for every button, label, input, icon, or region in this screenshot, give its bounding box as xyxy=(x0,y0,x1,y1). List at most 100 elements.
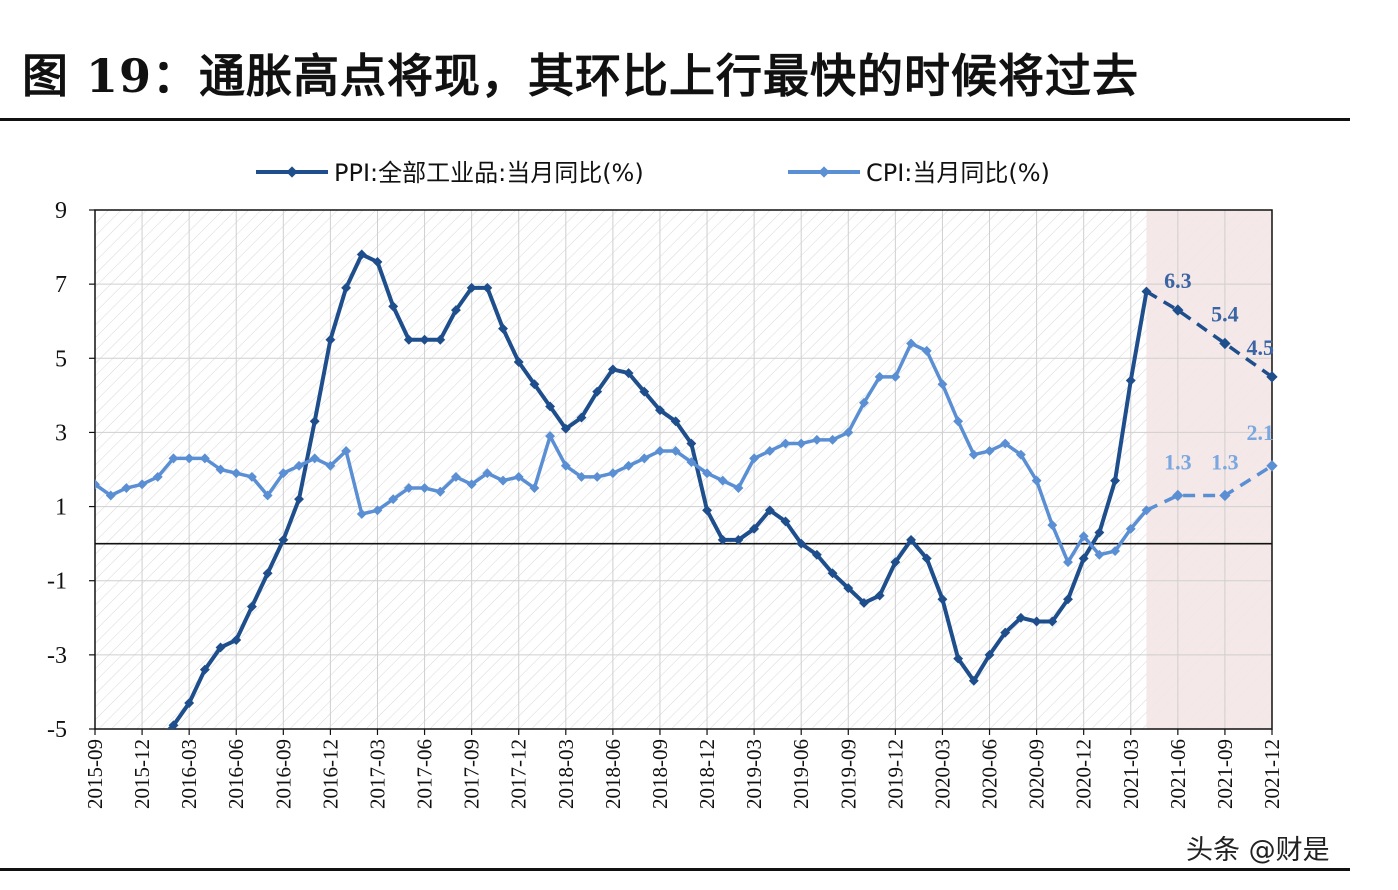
title-divider xyxy=(0,118,1350,121)
ppi-point xyxy=(560,423,571,434)
cpi-point xyxy=(184,453,195,464)
ppi-point xyxy=(921,553,932,564)
x-tick-label: 2021-09 xyxy=(1213,739,1237,809)
x-tick-label: 2019-06 xyxy=(789,739,813,809)
ppi-point xyxy=(309,416,320,427)
ppi-point xyxy=(968,675,979,686)
cpi-forecast-point xyxy=(1219,489,1231,502)
data-label: 4.5 xyxy=(1247,335,1275,360)
y-tick-label: 1 xyxy=(55,495,67,521)
cpi-point xyxy=(764,446,775,456)
ppi-point xyxy=(733,534,744,545)
x-tick-label: 2019-12 xyxy=(883,739,907,809)
cpi-point xyxy=(545,431,556,442)
ppi-point xyxy=(498,323,508,334)
y-tick-label: -3 xyxy=(47,643,67,669)
plot-background xyxy=(95,210,1272,729)
cpi-point xyxy=(717,475,728,486)
ppi-forecast-point xyxy=(1266,371,1278,383)
ppi-line xyxy=(166,252,1149,729)
cpi-point xyxy=(482,468,493,479)
ppi-forecast-line xyxy=(1145,290,1274,379)
ppi-point xyxy=(545,401,556,412)
cpi-point xyxy=(278,468,289,479)
x-tick-label: 2020-12 xyxy=(1072,739,1096,809)
x-tick-label: 2020-06 xyxy=(978,739,1002,809)
data-label: 2.1 xyxy=(1247,420,1275,445)
data-label: 6.3 xyxy=(1164,268,1192,293)
ppi-point xyxy=(341,282,352,293)
cpi-point xyxy=(341,446,352,456)
ppi-point xyxy=(953,653,964,664)
cpi-line xyxy=(95,341,1148,564)
cpi-point xyxy=(968,449,979,460)
cpi-point xyxy=(466,479,477,490)
ppi-forecast-point xyxy=(1172,304,1184,316)
cpi-point xyxy=(513,471,524,482)
cpi-point xyxy=(1110,546,1121,557)
x-tick-label: 2016-09 xyxy=(271,739,295,809)
cpi-point xyxy=(137,479,148,490)
ppi-point xyxy=(184,698,195,708)
cpi-point xyxy=(356,509,367,519)
legend-swatch-marker xyxy=(818,166,830,178)
cpi-point xyxy=(498,475,508,486)
y-axis-ticks: 9 7 5 3 1 -1 -3 -5 xyxy=(47,198,95,743)
x-tick-label: 2018-12 xyxy=(695,739,719,809)
ppi-point xyxy=(1000,627,1011,638)
ppi-point xyxy=(827,568,838,579)
ppi-series xyxy=(166,249,1152,729)
ppi-point xyxy=(780,516,791,527)
cpi-point xyxy=(325,460,336,471)
cpi-forecast-line xyxy=(1145,464,1273,512)
cpi-point xyxy=(1078,531,1089,542)
ppi-point xyxy=(874,590,885,601)
y-tick-label: 3 xyxy=(55,420,67,446)
ppi-point xyxy=(639,386,650,397)
cpi-forecast-point xyxy=(1172,489,1184,502)
bottom-divider xyxy=(0,868,1350,871)
cpi-point xyxy=(1047,520,1058,531)
ppi-point xyxy=(1094,527,1105,538)
cpi-point xyxy=(309,453,320,464)
ppi-point xyxy=(576,412,587,423)
x-tick-label: 2021-12 xyxy=(1260,739,1284,809)
x-tick-label: 2018-03 xyxy=(554,739,578,809)
cpi-point xyxy=(937,379,948,390)
ppi-point xyxy=(906,534,917,545)
cpi-point xyxy=(890,371,901,382)
y-tick-label: 7 xyxy=(55,272,67,298)
cpi-point xyxy=(843,427,854,438)
cpi-point xyxy=(953,416,964,427)
ppi-point xyxy=(450,305,461,316)
ppi-point xyxy=(717,534,728,545)
cpi-point xyxy=(733,483,744,493)
cpi-point xyxy=(215,464,226,475)
cpi-point xyxy=(435,486,446,497)
x-tick-label: 2021-06 xyxy=(1166,739,1190,809)
ppi-point xyxy=(811,549,822,560)
cpi-point xyxy=(168,453,179,464)
legend-label: PPI:全部工业品:当月同比(%) xyxy=(334,159,644,187)
ppi-forecast-point xyxy=(1219,337,1231,350)
cpi-point xyxy=(796,438,807,449)
x-tick-label: 2017-03 xyxy=(365,739,389,809)
ppi-point xyxy=(890,557,901,568)
cpi-point xyxy=(607,468,618,479)
cpi-point xyxy=(859,397,869,408)
ppi-point xyxy=(372,256,383,267)
x-tick-label: 2016-06 xyxy=(224,739,248,809)
ppi-point xyxy=(749,523,760,534)
cpi-point xyxy=(419,483,430,493)
ppi-point xyxy=(607,364,618,375)
cpi-point xyxy=(592,471,603,482)
ppi-point xyxy=(215,642,226,653)
cpi-forecast-point xyxy=(1266,460,1278,472)
cpi-point xyxy=(1094,549,1105,560)
ppi-point xyxy=(231,635,242,645)
data-label: 1.3 xyxy=(1164,449,1192,474)
cpi-point xyxy=(749,453,760,464)
ppi-point xyxy=(1015,612,1026,623)
figure-title: 图 19：通胀高点将现，其环比上行最快的时候将过去 xyxy=(22,49,1140,103)
ppi-point xyxy=(1078,553,1089,564)
